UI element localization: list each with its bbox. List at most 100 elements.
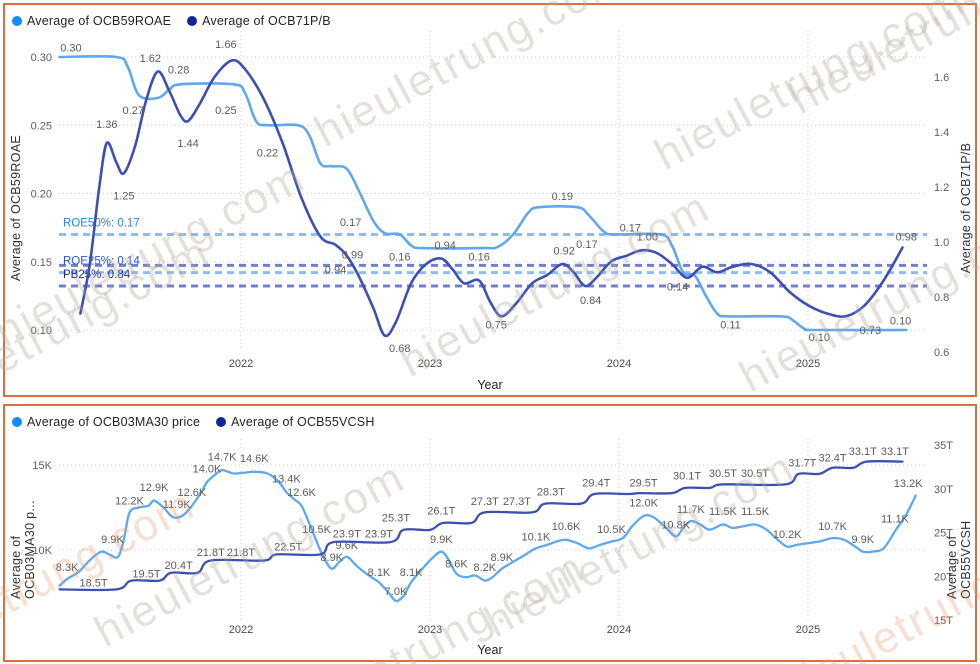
y-axis-title-right: Average of OCB55VCSH [945,520,973,600]
right-tick-label: 0.8 [934,292,949,304]
legend-item-ocb03ma30[interactable]: Average of OCB03MA30 price [12,415,200,429]
data-label: 1.25 [113,190,134,202]
right-tick-label: 25T [934,528,953,540]
data-label: 0.17 [340,217,361,229]
series-color-dot [12,417,22,427]
right-tick-label: 1.0 [934,237,949,249]
left-tick-label: 10K [32,545,52,557]
legend-item-ocb71pb[interactable]: Average of OCB71P/B [187,14,331,28]
data-label: 0.30 [60,42,81,54]
data-label: 20.4T [165,560,193,572]
data-label: 0.16 [389,251,410,263]
data-label: 1.36 [96,119,117,131]
data-label: 0.94 [325,265,346,277]
data-label: 8.6K [445,559,468,571]
average-of-ocb59roae-data-labels: 0.30 0.27 0.28 0.25 0.22 0.17 0.16 0.16 0.19 0.17… [60,42,911,343]
average-of-ocb71p-b-line[interactable] [79,58,904,338]
data-label: 14.7K [208,452,237,464]
data-label: 10.2K [773,529,802,541]
data-label: 22.5T [274,542,302,554]
data-label: 0.28 [168,64,189,76]
data-label: 11.9K [163,499,192,511]
legend: Average of OCB59ROAE Average of OCB71P/B [12,14,331,28]
data-label: 8.1K [368,567,391,579]
reference-line-label: PB25%: 0.84 [63,269,131,281]
data-label: 8.2K [473,562,496,574]
data-label: 0.27 [123,105,144,117]
data-label: 0.68 [389,343,410,355]
data-label: 32.4T [818,452,846,464]
data-label: 18.5T [80,577,108,589]
data-label: 0.99 [342,249,363,261]
data-label: 8.9K [320,552,343,564]
data-label: 0.17 [620,223,641,235]
data-label: 8.1K [400,567,423,579]
data-label: 21.8T [197,547,225,559]
data-label: 0.22 [257,148,278,160]
x-tick-label: 2023 [418,358,442,370]
data-label: 10.5K [597,524,626,536]
legend-label: Average of OCB71P/B [202,14,331,28]
data-label: 30.5T [741,468,769,480]
data-label: 30.1T [673,471,701,483]
right-tick-label: 1.4 [934,127,949,139]
data-label: 27.3T [471,496,499,508]
data-label: 23.9T [365,528,393,540]
y-axis-title-right: Average of OCB71P/B [959,142,973,274]
right-tick-label: 1.6 [934,72,949,84]
panel-ma30-vcsh: Average of OCB03MA30 price Average of OC… [3,404,977,662]
data-label: 11.5K [709,506,738,518]
x-axis-title: Year [477,378,503,392]
x-tick-label: 2025 [796,624,820,636]
legend-item-ocb59roae[interactable]: Average of OCB59ROAE [12,14,171,28]
data-label: 10.1K [521,531,550,543]
left-tick-label: 0.25 [31,120,52,132]
data-label: 8.3K [56,562,79,574]
data-label: 0.25 [215,105,236,117]
chart-canvas-roae-pb[interactable]: 2022 2023 2024 2025 0.30 0.25 0.20 0.15 0.10 1.6 1… [5,5,975,395]
x-tick-label: 2023 [418,624,442,636]
y-axis-title-left: Average of OCB59ROAE [9,134,23,281]
data-label: 0.94 [434,240,455,252]
right-tick-label: 20T [934,571,953,583]
chart-canvas-ma30-vcsh[interactable]: 2022 2023 2024 2025 15K 10K 35T 30T 25T 20T 15T 8.3… [5,406,975,660]
series-color-dot [216,417,227,427]
data-label: 33.1T [881,446,909,458]
data-label: 31.7T [788,458,816,470]
x-tick-label: 2024 [607,624,631,636]
data-label: 1.62 [140,53,161,65]
y-axis-title-left: Average of OCB03MA30 p... [9,500,37,600]
right-tick-label: 35T [934,440,953,452]
average-of-ocb55vcsh-line[interactable] [58,460,904,592]
legend-item-ocb55vcsh[interactable]: Average of OCB55VCSH [216,415,374,429]
x-tick-label: 2024 [607,358,631,370]
left-tick-label: 0.30 [31,52,52,64]
data-label: 0.19 [552,191,573,203]
panel-roae-pb: Average of OCB59ROAE Average of OCB71P/B… [3,3,977,397]
average-of-ocb59roae-line[interactable] [58,54,908,332]
average-of-ocb03ma30-price-line[interactable] [58,468,917,603]
data-label: 9.9K [851,534,874,546]
data-label: 30.5T [709,468,737,480]
data-label: 1.00 [637,232,658,244]
right-tick-label: 30T [934,484,953,496]
data-label: 33.1T [849,446,877,458]
data-label: 11.7K [677,504,706,516]
data-label: 28.3T [537,486,565,498]
legend-label: Average of OCB55VCSH [231,415,375,429]
data-label: 0.84 [580,295,601,307]
data-label: 10.7K [818,521,847,533]
data-label: 21.8T [227,547,255,559]
data-label: 12.2K [115,496,144,508]
x-tick-label: 2025 [796,358,820,370]
data-label: 0.17 [576,239,597,251]
data-label: 9.9K [101,534,124,546]
data-label: 29.4T [582,478,610,490]
data-label: 27.3T [503,496,531,508]
data-label: 19.5T [132,569,160,581]
data-label: 7.0K [385,586,408,598]
data-label: 12.0K [629,497,658,509]
data-label: 0.92 [553,245,574,257]
data-label: 12.6K [287,487,316,499]
